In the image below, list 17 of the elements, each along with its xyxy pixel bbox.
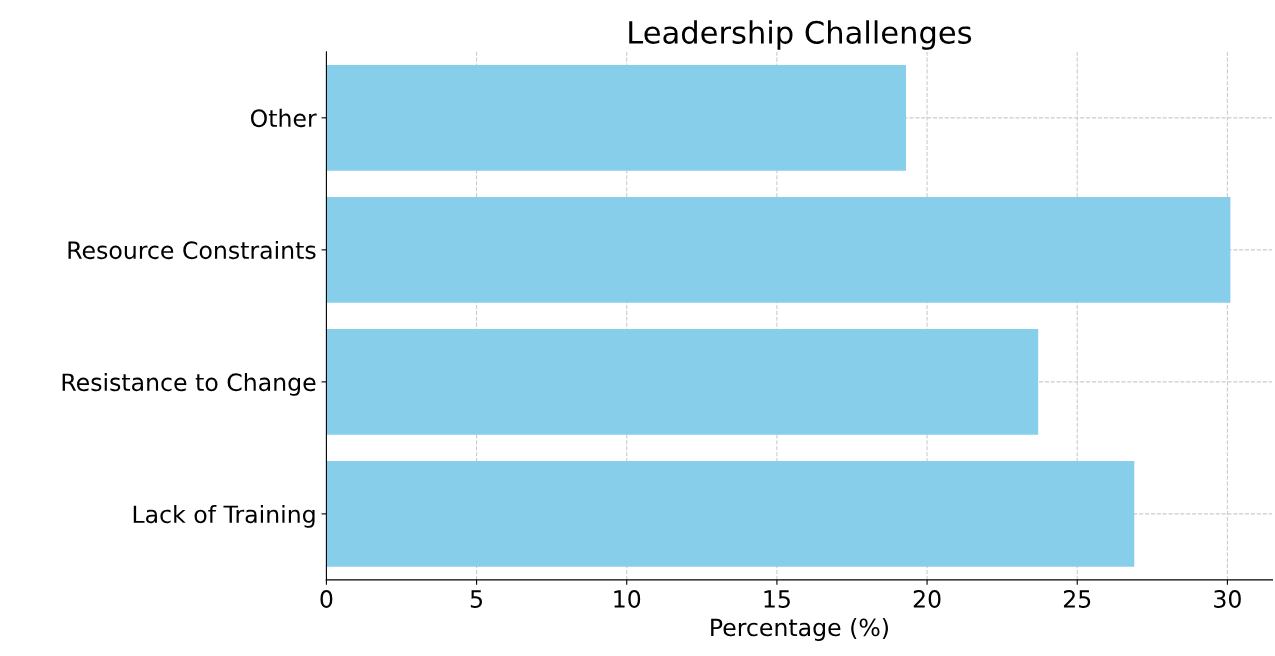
chart-title: Leadership Challenges: [629, 20, 972, 50]
x-tick-label: 30: [1214, 590, 1241, 608]
x-tick-label: 20: [913, 590, 941, 608]
y-tick-label: Resistance to Change: [62, 372, 316, 396]
y-tick-label: Lack of Training: [133, 504, 315, 528]
x-tick-label: 15: [764, 590, 790, 608]
bar: [326, 329, 1039, 435]
x-tick-label: 0: [320, 590, 333, 608]
x-tick-label: 5: [470, 590, 483, 608]
bar: [326, 197, 1231, 303]
x-tick-label: 25: [1063, 590, 1091, 608]
y-tick-label: Other: [250, 108, 317, 128]
bar: [326, 65, 907, 171]
x-axis-title: Percentage (%): [711, 618, 888, 641]
x-tick-label: 10: [614, 590, 641, 608]
y-tick-label: Resource Constraints: [68, 240, 316, 260]
bar: [326, 461, 1135, 567]
